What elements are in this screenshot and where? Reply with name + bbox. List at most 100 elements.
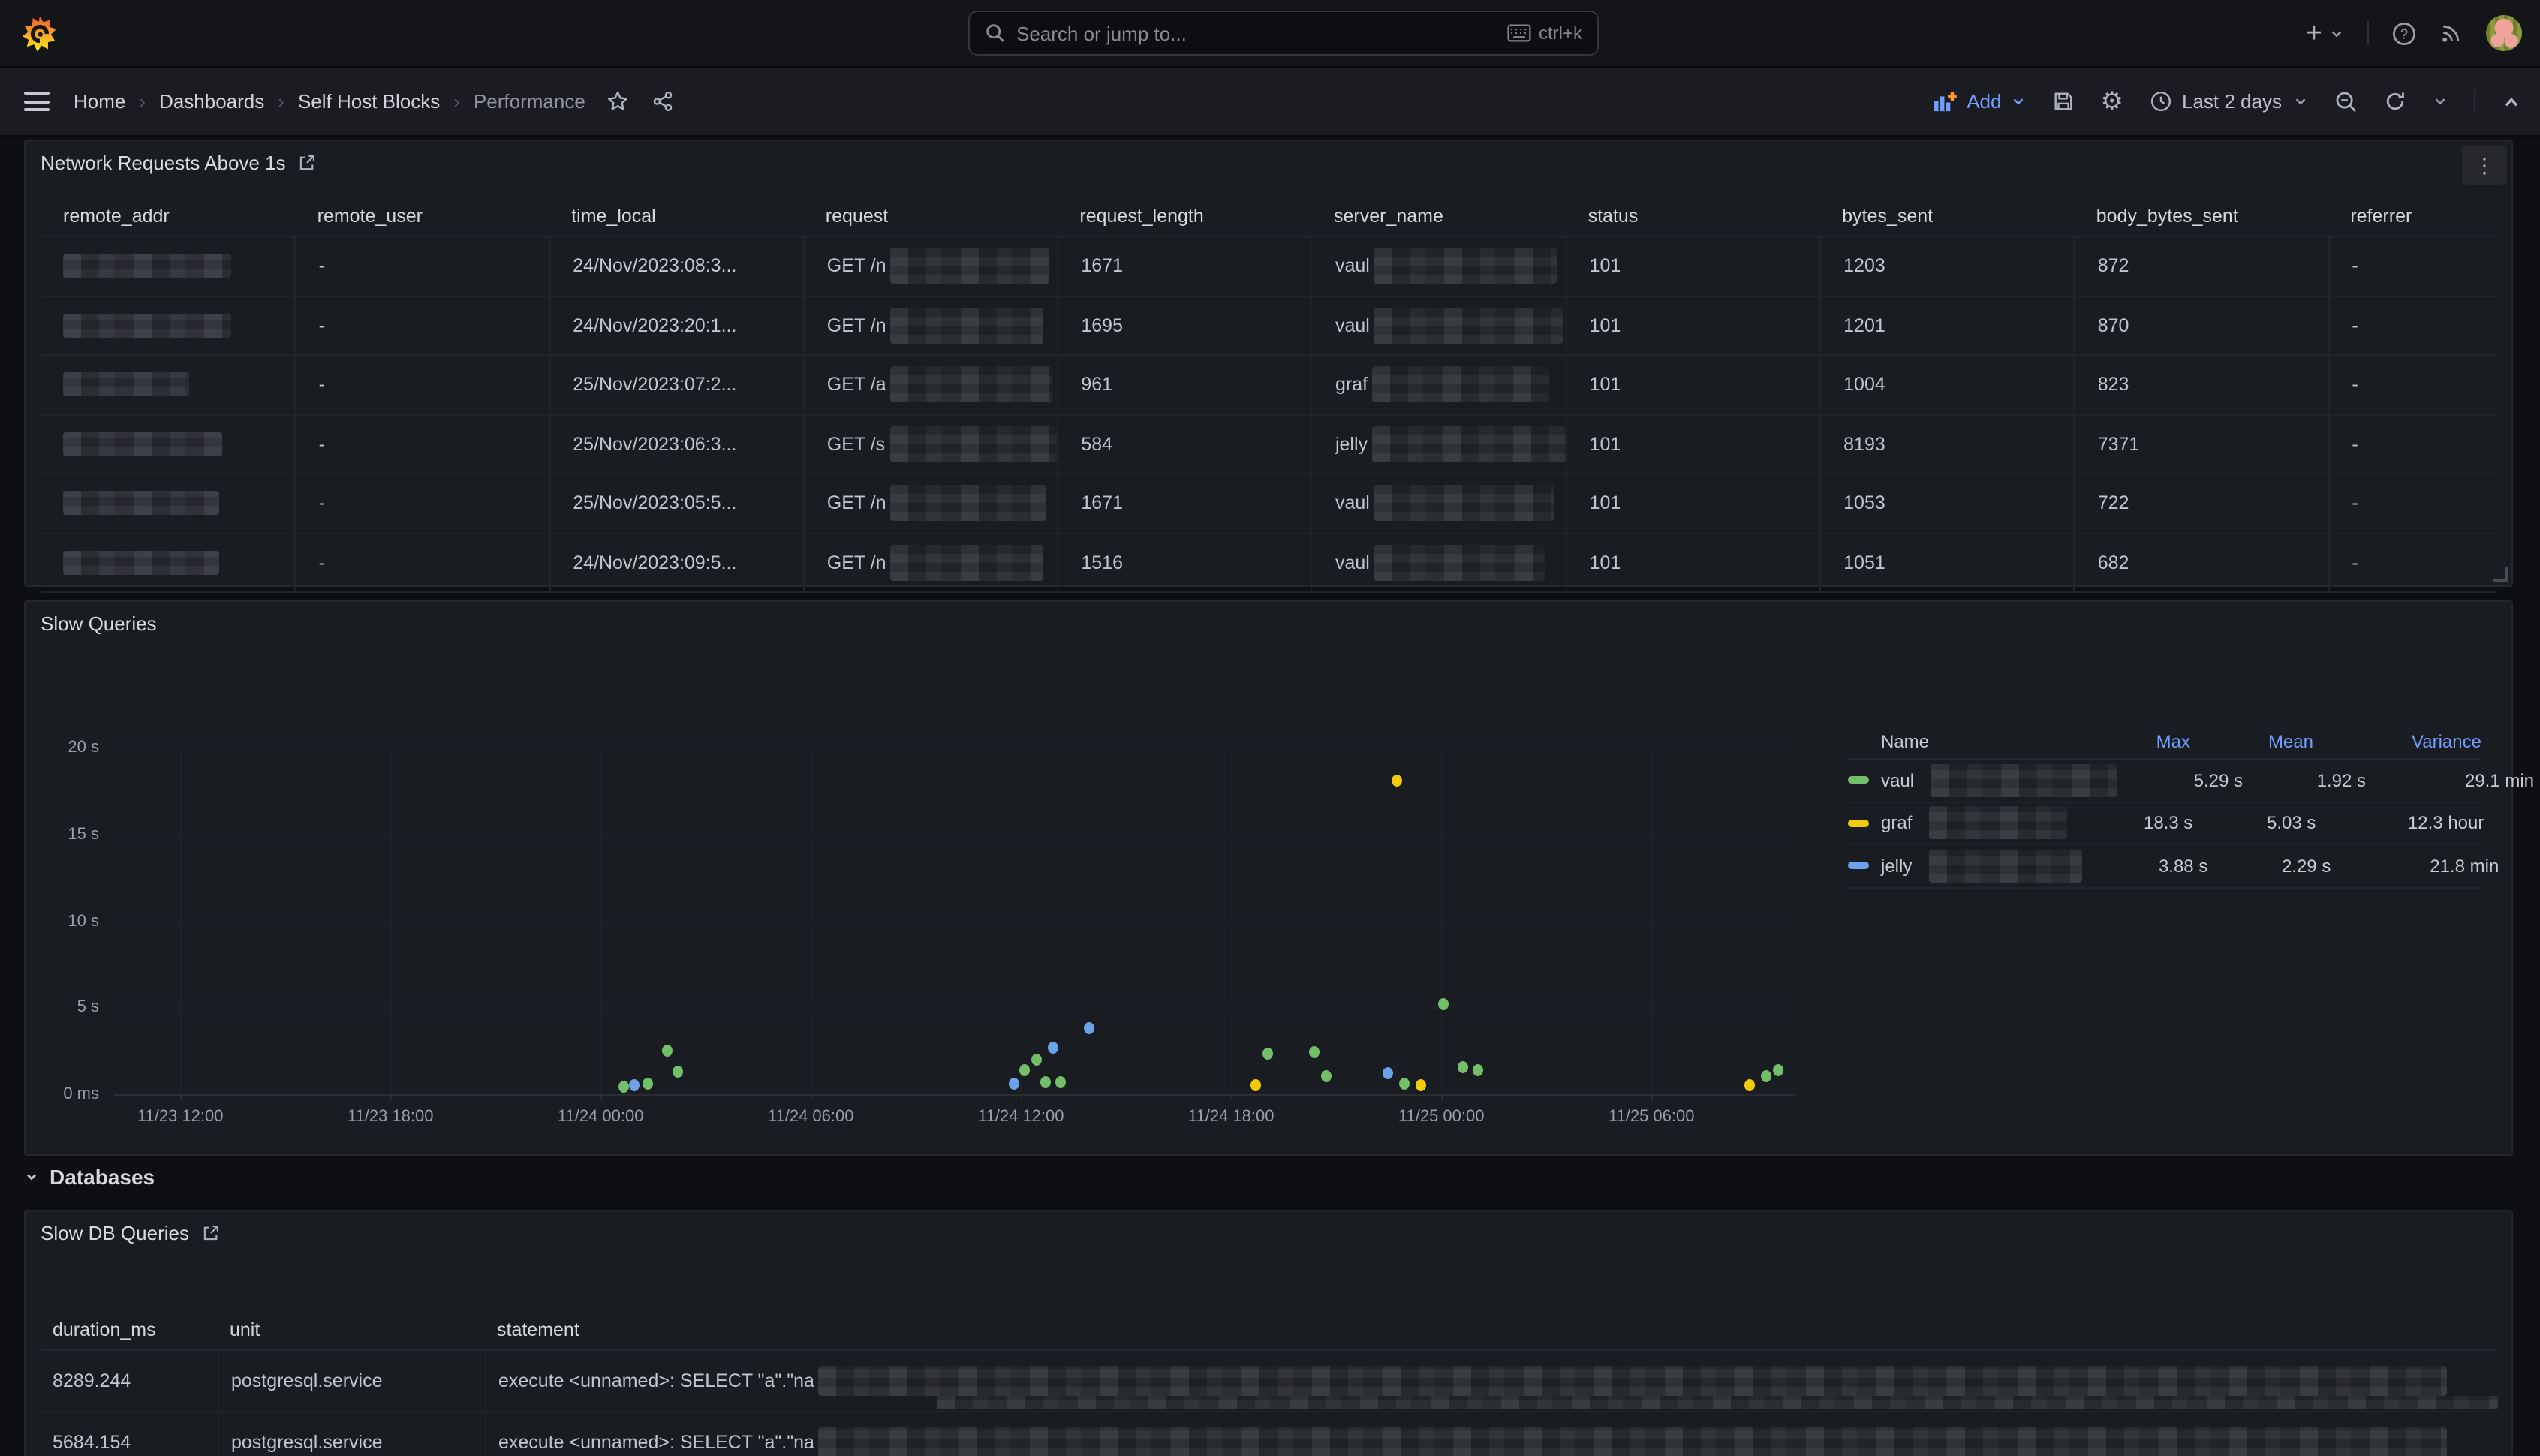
scatter-point (1019, 1064, 1030, 1076)
redacted-blur (1928, 807, 2066, 840)
axis-tick (1441, 1094, 1443, 1100)
refresh-icon[interactable] (2384, 90, 2406, 113)
legend-series-name[interactable]: graf (1848, 807, 2066, 840)
legend-header-name[interactable]: Name (1848, 731, 2064, 752)
save-dashboard-icon[interactable] (2053, 90, 2075, 113)
redacted-blur (1372, 426, 1566, 462)
redacted-blur (1374, 486, 1554, 522)
add-button[interactable]: Add (1932, 90, 2027, 113)
new-button[interactable]: + (2306, 19, 2345, 47)
svg-text:?: ? (2400, 26, 2408, 41)
legend-header-variance[interactable]: Variance (2313, 731, 2481, 752)
scatter-point (673, 1066, 683, 1078)
column-header-referrer[interactable]: referrer (2328, 205, 2496, 226)
redacted-blur (1374, 308, 1563, 344)
cell-unit: postgresql.service (218, 1412, 485, 1456)
column-header-remote_user[interactable]: remote_user (295, 205, 549, 226)
favorite-star-icon[interactable] (606, 90, 629, 113)
menu-hamburger-icon[interactable] (24, 92, 50, 111)
cell-body_bytes_sent: 722 (2074, 474, 2328, 532)
panel-title[interactable]: Slow Queries (41, 612, 157, 635)
legend-header-mean[interactable]: Mean (2190, 731, 2313, 752)
breadcrumb-home[interactable]: Home (74, 90, 125, 113)
table-row: -25/Nov/2023:07:2...GET /a961graf1011004… (41, 356, 2496, 415)
column-header-server_name[interactable]: server_name (1311, 205, 1566, 226)
section-databases[interactable]: Databases (24, 1165, 155, 1189)
panel-menu-kebab-icon[interactable]: ⋮ (2462, 146, 2507, 185)
y-axis-label: 0 ms (63, 1085, 99, 1103)
legend-max: 18.3 s (2066, 813, 2192, 834)
scatter-point (1382, 1066, 1392, 1078)
scatter-point (1744, 1078, 1755, 1090)
column-header-duration_ms[interactable]: duration_ms (41, 1319, 218, 1340)
plus-icon: + (2306, 19, 2322, 47)
legend-header-max[interactable]: Max (2064, 731, 2190, 752)
breadcrumb-dashboards[interactable]: Dashboards (159, 90, 264, 113)
share-icon[interactable] (652, 90, 674, 113)
refresh-interval-chevron-icon[interactable] (2432, 93, 2448, 110)
cell-request: GET /s (803, 415, 1058, 473)
cell-bytes_sent: 1203 (1819, 237, 2074, 295)
scatter-point (1032, 1054, 1043, 1066)
zoom-out-icon[interactable] (2334, 89, 2358, 113)
help-icon[interactable]: ? (2391, 20, 2417, 46)
legend-mean: 1.92 s (2243, 770, 2366, 791)
panel-title[interactable]: Slow DB Queries (41, 1222, 221, 1244)
scatter-point (1308, 1047, 1319, 1059)
column-header-unit[interactable]: unit (218, 1319, 485, 1340)
column-header-remote_addr[interactable]: remote_addr (41, 205, 295, 226)
axis-tick (811, 1094, 812, 1100)
cell-body_bytes_sent: 872 (2074, 237, 2328, 295)
scatter-point (1391, 775, 1401, 787)
column-header-body_bytes_sent[interactable]: body_bytes_sent (2074, 205, 2328, 226)
column-header-request_length[interactable]: request_length (1057, 205, 1311, 226)
grafana-app: Search or jump to... ctrl+k + (0, 0, 2540, 1456)
y-axis-label: 15 s (68, 826, 99, 844)
scatter-point (1009, 1078, 1019, 1090)
x-axis-label: 11/23 12:00 (137, 1108, 224, 1126)
column-header-bytes_sent[interactable]: bytes_sent (1819, 205, 2074, 226)
cell-request: GET /n (803, 237, 1058, 295)
search-input[interactable]: Search or jump to... ctrl+k (968, 11, 1599, 56)
column-header-time_local[interactable]: time_local (549, 205, 803, 226)
slow-db-table: duration_msunitstatement 8289.244postgre… (41, 1310, 2496, 1456)
panel-title[interactable]: Network Requests Above 1s (41, 152, 318, 174)
network-table: remote_addrremote_usertime_localrequestr… (41, 195, 2496, 593)
time-range-picker[interactable]: Last 2 days (2149, 90, 2309, 113)
cell-bytes_sent: 1053 (1819, 474, 2074, 532)
collapse-toolbar-caret-icon[interactable] (2501, 91, 2522, 112)
grafana-logo-icon[interactable] (21, 14, 59, 52)
scatter-point (1263, 1048, 1274, 1060)
legend-mean: 2.29 s (2207, 856, 2331, 877)
legend-max: 3.88 s (2081, 856, 2207, 877)
cell-server_name: vaul (1311, 474, 1566, 532)
legend-row: vaul5.29 s1.92 s29.1 min (1848, 760, 2481, 802)
cell-remote_addr (41, 356, 295, 414)
topbar-actions: + ? (2306, 0, 2522, 66)
breadcrumb: Home › Dashboards › Self Host Blocks › P… (74, 90, 585, 113)
legend-series-name[interactable]: vaul (1848, 764, 2117, 797)
cell-unit: postgresql.service (218, 1351, 485, 1411)
bar-chart-plus-icon (1932, 90, 1958, 113)
clock-icon (2149, 90, 2171, 113)
cell-remote_user: - (295, 356, 549, 414)
panel-resize-handle[interactable] (2493, 567, 2508, 582)
column-header-statement[interactable]: statement (485, 1319, 2496, 1340)
table-row: -25/Nov/2023:06:3...GET /s584jelly101819… (41, 415, 2496, 474)
redacted-blur (891, 308, 1044, 344)
x-axis-label: 11/25 00:00 (1398, 1108, 1485, 1126)
panel-slow-queries: Slow Queries 11/23 12:0011/23 18:0011/24… (24, 600, 2513, 1156)
chevron-down-icon (2011, 93, 2027, 110)
cell-time_local: 25/Nov/2023:05:5... (549, 474, 803, 532)
user-avatar[interactable] (2486, 15, 2522, 51)
news-rss-icon[interactable] (2439, 21, 2463, 45)
cell-status: 101 (1566, 534, 1820, 591)
gridline-horizontal (114, 835, 1795, 836)
column-header-status[interactable]: status (1566, 205, 1820, 226)
legend-series-name[interactable]: jelly (1848, 850, 2081, 883)
breadcrumb-folder[interactable]: Self Host Blocks (298, 90, 440, 113)
scatter-plot[interactable]: 11/23 12:0011/23 18:0011/24 00:0011/24 0… (114, 748, 1795, 1096)
x-axis-label: 11/24 12:00 (978, 1108, 1064, 1126)
column-header-request[interactable]: request (803, 205, 1058, 226)
axis-tick (180, 1094, 182, 1100)
